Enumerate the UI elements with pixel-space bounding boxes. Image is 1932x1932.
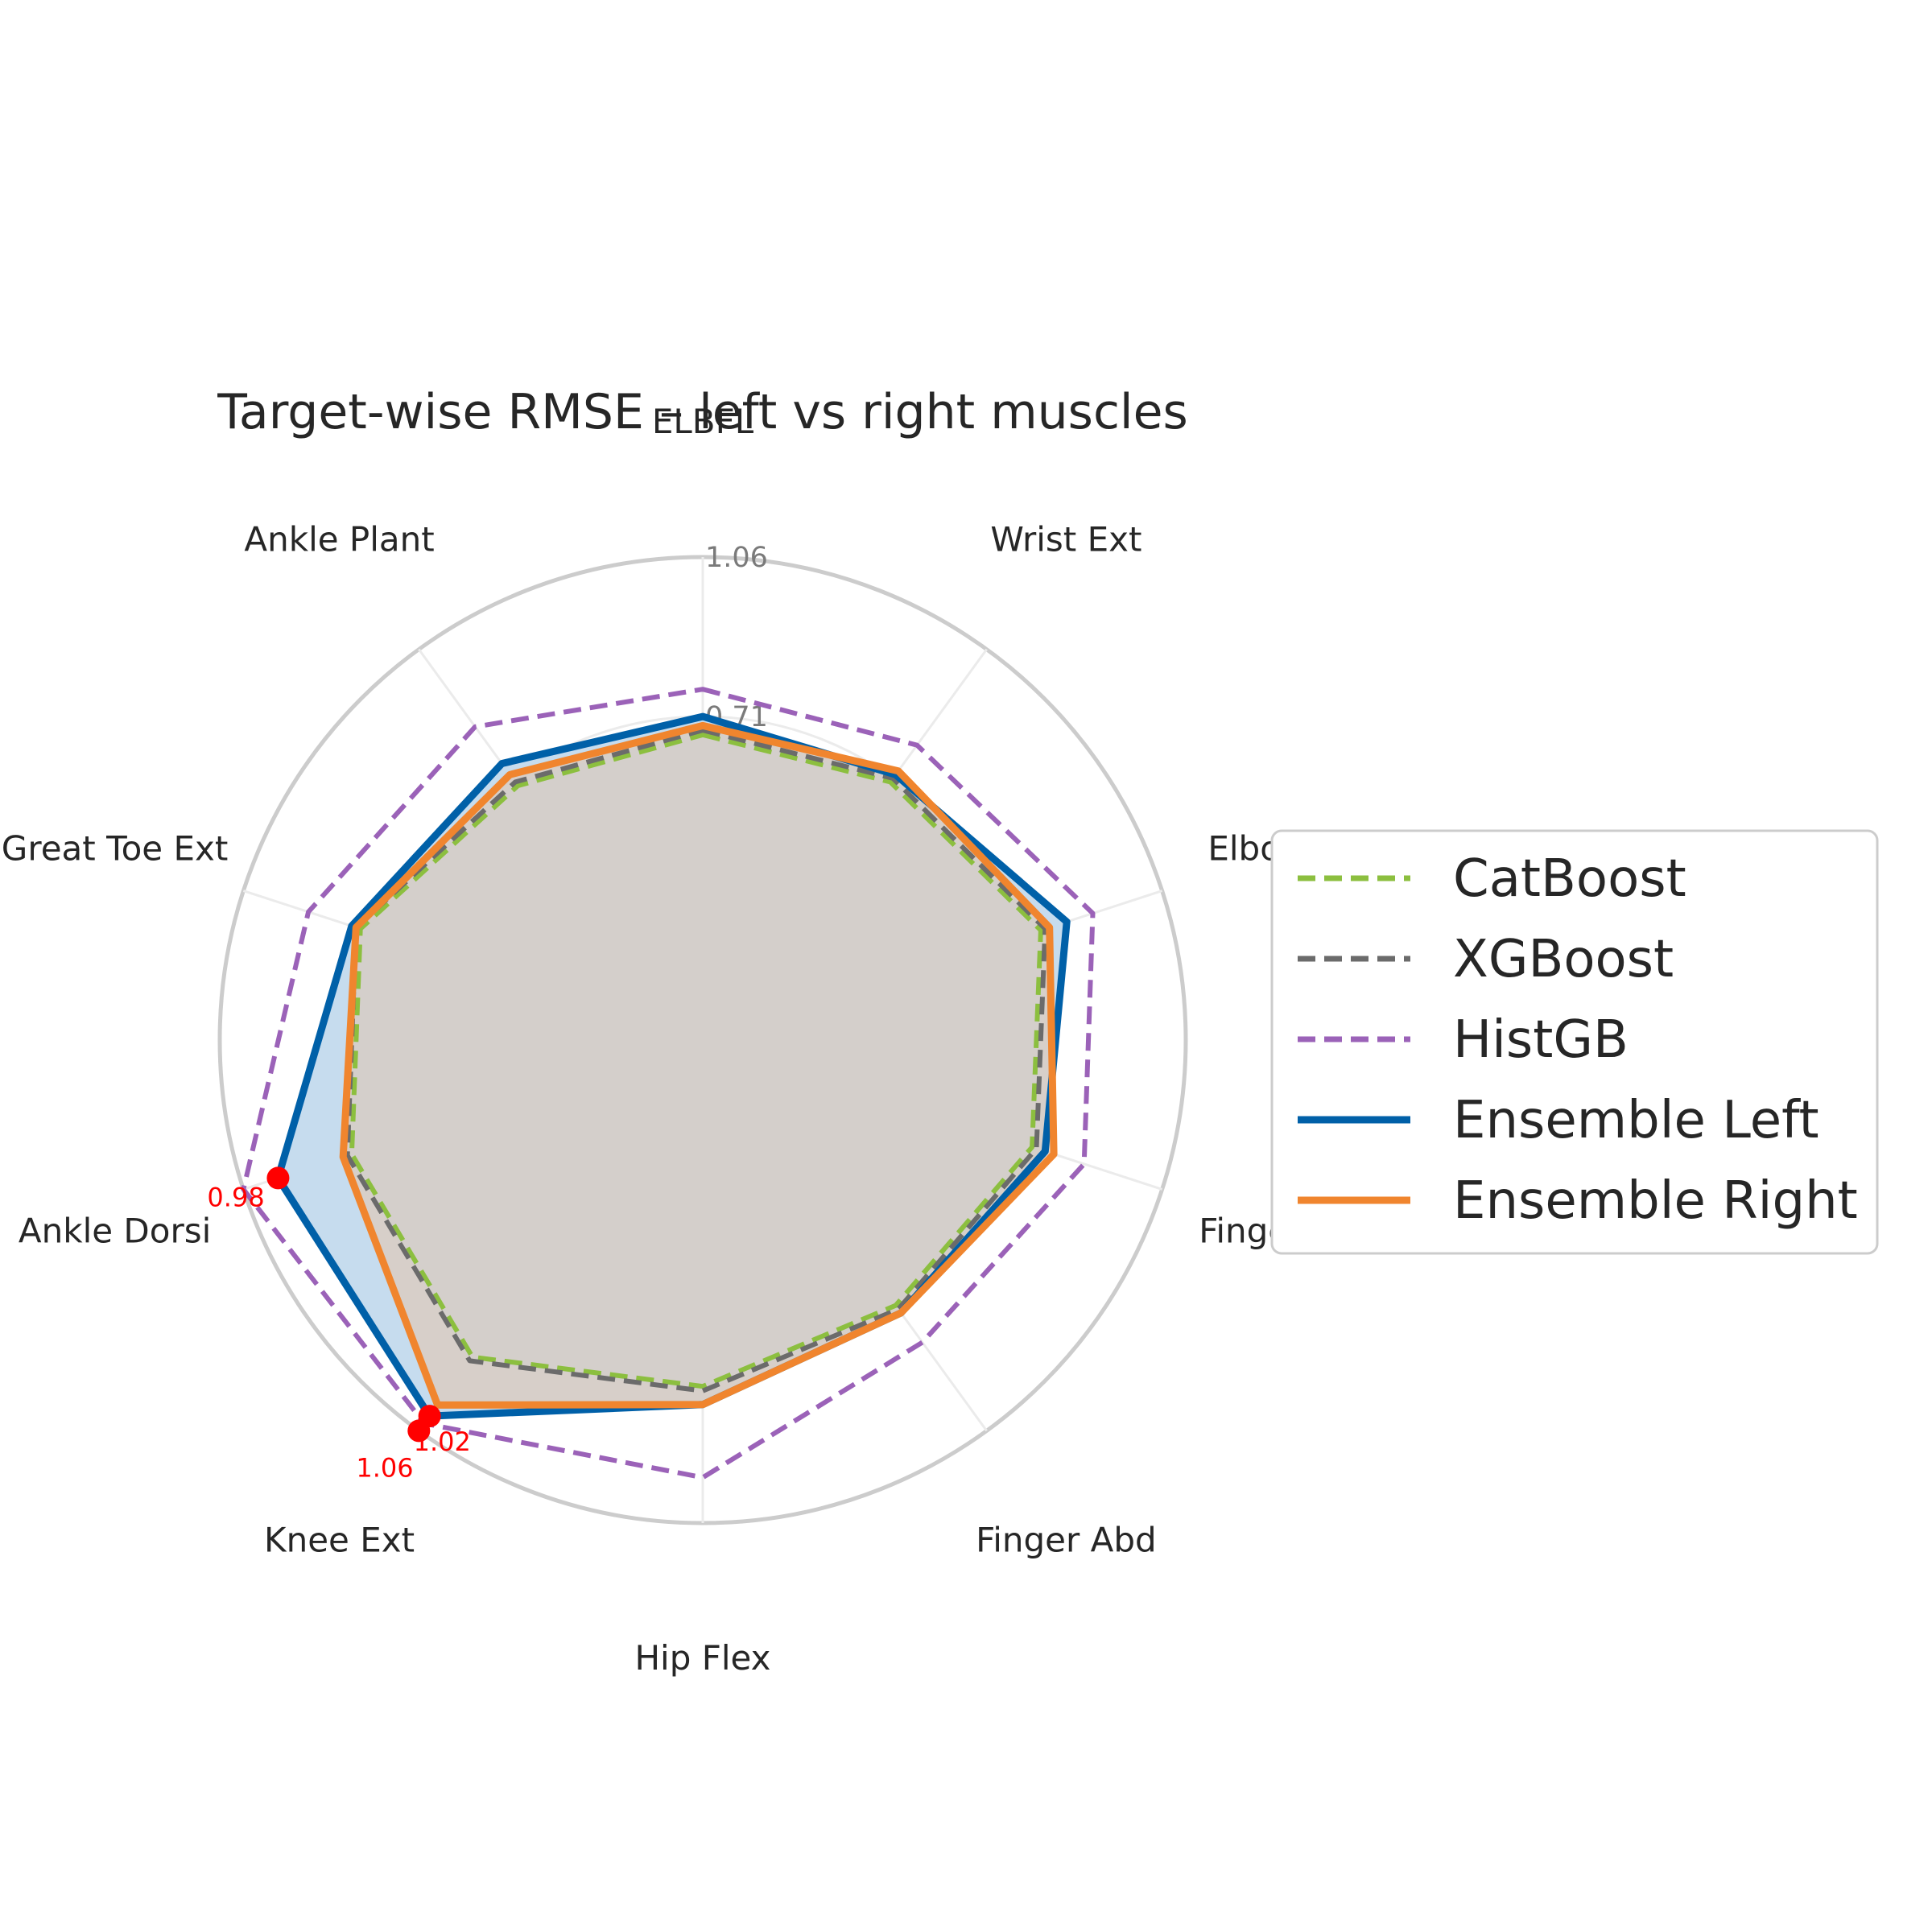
series-fill-xgboost — [347, 730, 1046, 1391]
legend-label-xgboost: XGBoost — [1453, 930, 1674, 989]
series-line-catboost — [349, 732, 1043, 1389]
legend-frame — [1270, 829, 1879, 1255]
category-label-knee-ext: Knee Ext — [264, 1520, 415, 1559]
legend-label-histgb: HistGB — [1453, 1010, 1629, 1070]
legend: CatBoost XGBoost HistGB Ensemble Left Ensemb… — [1270, 829, 1879, 1255]
category-label-great-toe-ext: Great Toe Ext — [2, 829, 229, 869]
category-label-ankle-plant: Ankle Plant — [244, 520, 434, 559]
category-label-wrist-ext: Wrist Ext — [990, 520, 1141, 559]
highlight-marker — [407, 1419, 431, 1443]
highlight-label: 0.98 — [207, 1182, 264, 1212]
legend-label-ensemble-left: Ensemble Left — [1453, 1091, 1819, 1150]
category-label-finger-abd: Finger Abd — [976, 1520, 1157, 1559]
series-line-ensemble-right — [339, 721, 1058, 1409]
category-label-ankle-dorsi: Ankle Dorsi — [19, 1211, 211, 1250]
highlight-label: 1.06 — [356, 1452, 413, 1483]
legend-label-catboost: CatBoost — [1453, 849, 1686, 909]
highlight-marker — [266, 1166, 290, 1190]
legend-label-ensemble-right: Ensemble Right — [1453, 1171, 1858, 1231]
category-label-hip-flex: Hip Flex — [634, 1638, 770, 1678]
series-fill-ensemble-right — [343, 725, 1055, 1406]
series-line-histgb — [241, 687, 1096, 1480]
chart-title: Target-wise RMSE – left vs right muscles — [217, 384, 1188, 440]
radial-tick-label: 1.06 — [705, 542, 768, 574]
series-lines — [241, 687, 1096, 1480]
series-fills — [278, 716, 1067, 1417]
category-label-elbfl: ELBFL — [652, 402, 754, 441]
annotations: 0.981.021.06 — [207, 1166, 471, 1483]
